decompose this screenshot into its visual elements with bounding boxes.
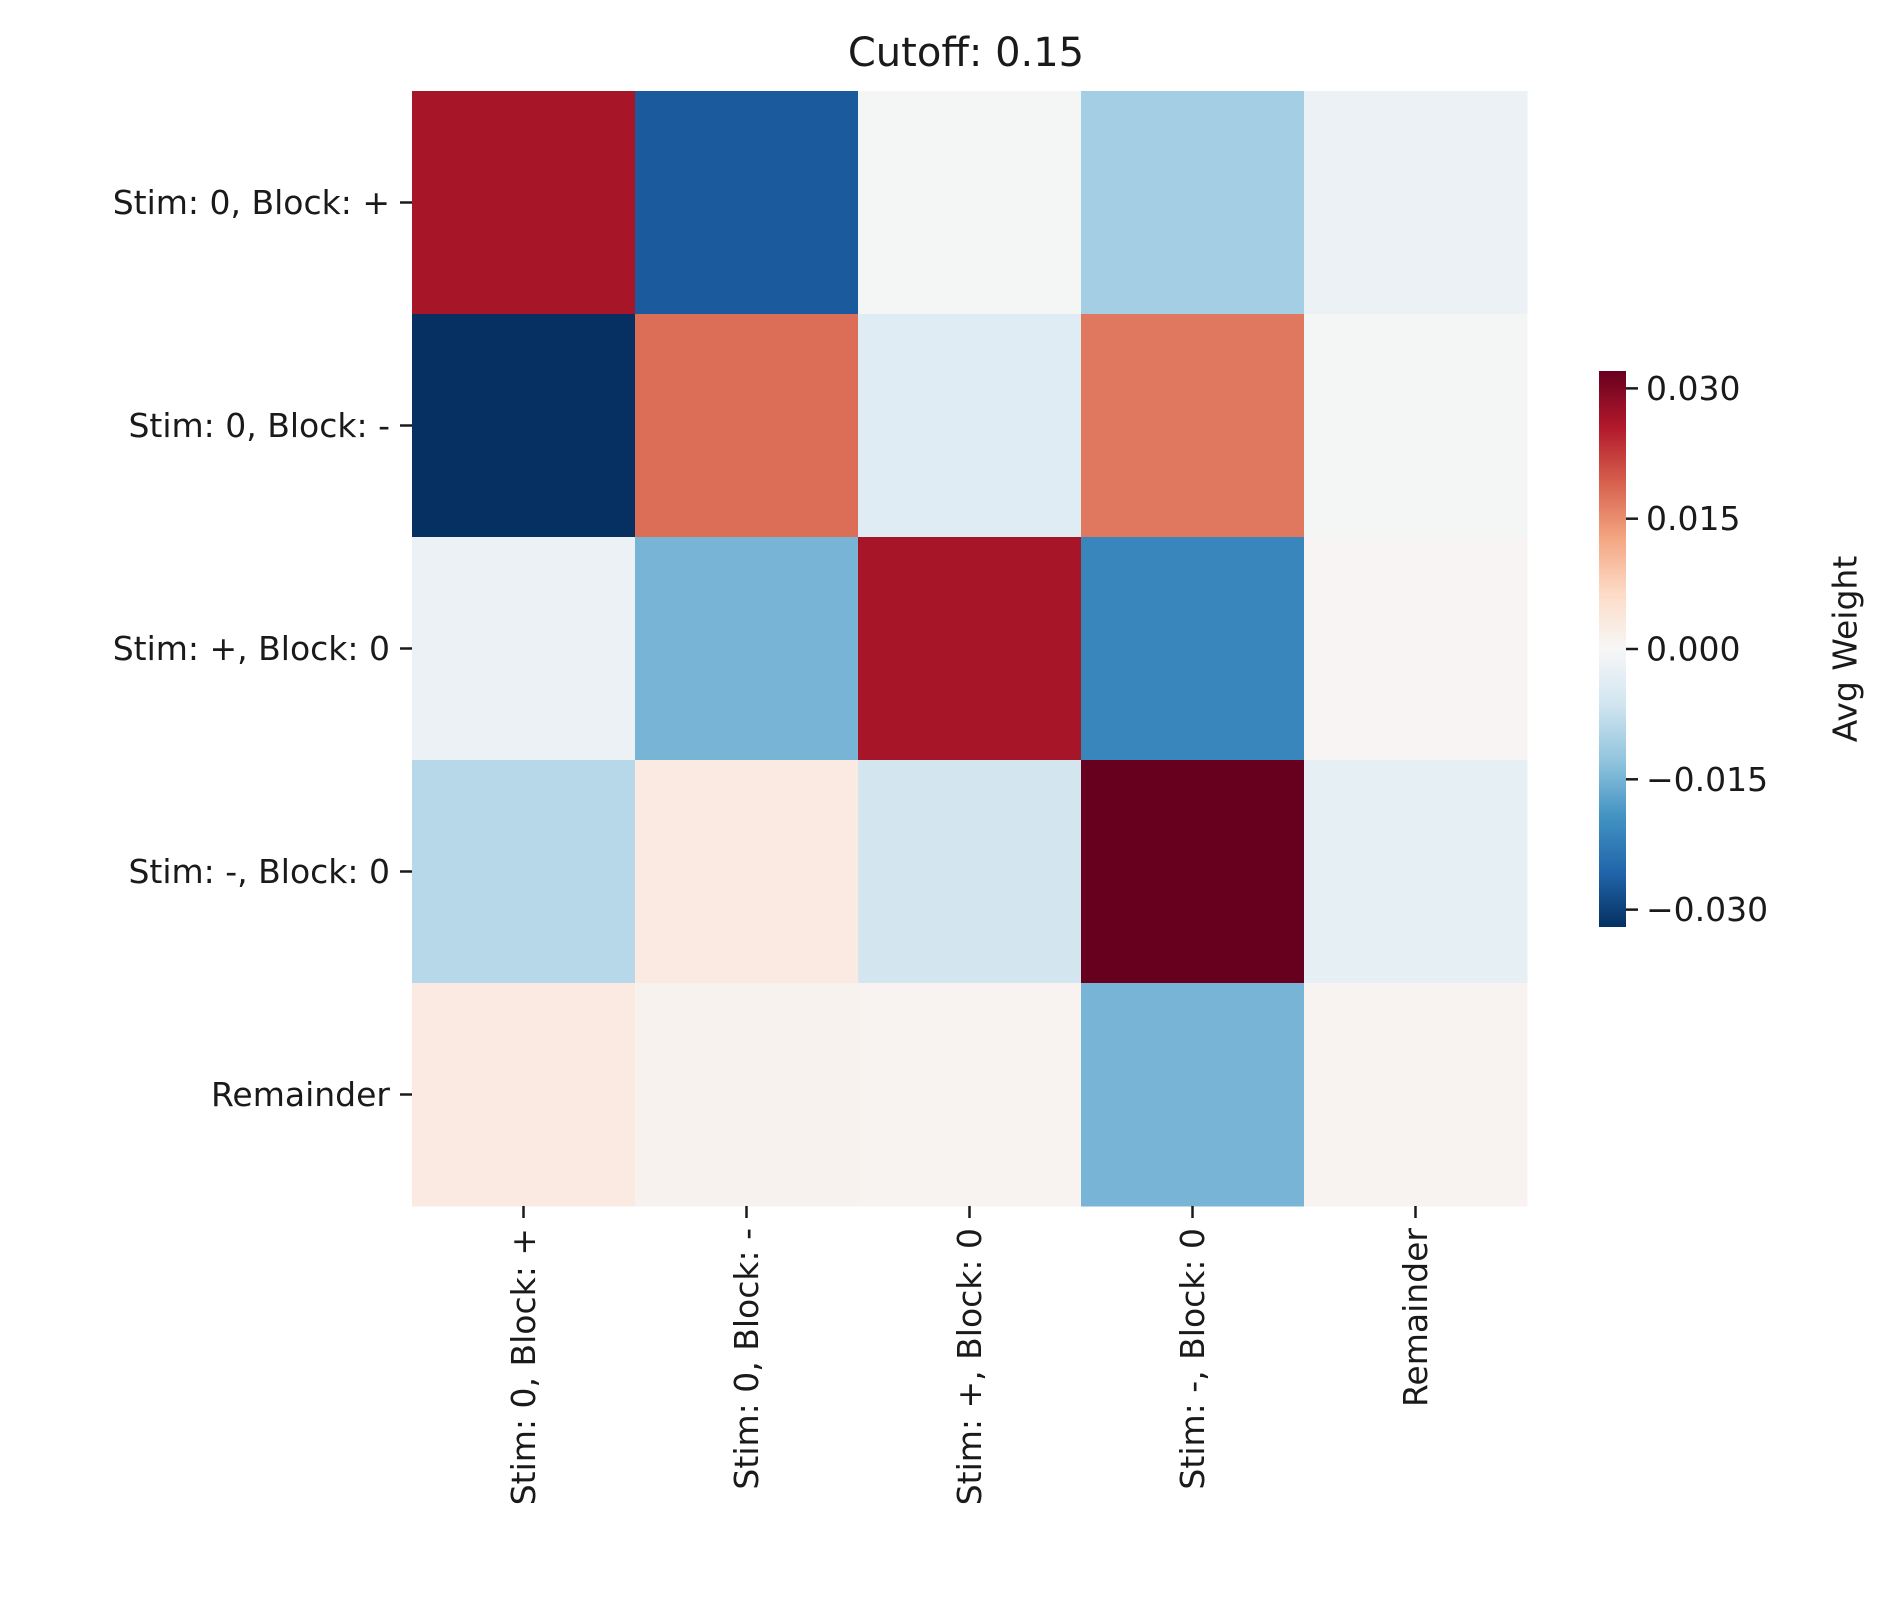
column-labels: Stim: 0, Block: + Stim: 0, Block: - Stim: … — [504, 1206, 1435, 1505]
heatmap-cell-r1-c0 — [412, 314, 636, 538]
heatmap-cell-r2-c3 — [1081, 537, 1305, 761]
colorbar: 0.030 0.015 0.000 −0.015 −0.030 Avg Weight — [1599, 369, 1865, 929]
heatmap-cell-r3-c2 — [858, 760, 1082, 984]
heatmap-cells — [412, 91, 1528, 1207]
chart-title: Cutoff: 0.15 — [848, 30, 1084, 76]
column-label: Stim: -, Block: 0 — [1173, 1228, 1212, 1490]
heatmap-cell-r0-c4 — [1304, 91, 1528, 315]
row-labels: Stim: 0, Block: + Stim: 0, Block: - Stim: … — [113, 183, 412, 1114]
heatmap-cell-r0-c1 — [635, 91, 859, 315]
heatmap-cell-r3-c3 — [1081, 760, 1305, 984]
heatmap-cell-r1-c1 — [635, 314, 859, 538]
column-label: Remainder — [1396, 1228, 1435, 1407]
heatmap-cell-r2-c4 — [1304, 537, 1528, 761]
heatmap-cell-r4-c0 — [412, 983, 636, 1207]
colorbar-tick-label: 0.015 — [1646, 499, 1740, 538]
column-label: Stim: 0, Block: + — [504, 1228, 543, 1505]
row-label: Stim: +, Block: 0 — [113, 629, 390, 668]
heatmap-cell-r3-c1 — [635, 760, 859, 984]
colorbar-tick-label: −0.030 — [1646, 890, 1768, 929]
heatmap-cell-r1-c3 — [1081, 314, 1305, 538]
row-label: Stim: -, Block: 0 — [128, 852, 390, 891]
colorbar-label: Avg Weight — [1826, 556, 1865, 743]
column-label: Stim: +, Block: 0 — [950, 1228, 989, 1505]
colorbar-tick-label: −0.015 — [1646, 760, 1768, 799]
row-label: Stim: 0, Block: + — [113, 183, 390, 222]
colorbar-gradient — [1599, 371, 1626, 927]
column-label: Stim: 0, Block: - — [727, 1228, 766, 1490]
heatmap-cell-r0-c3 — [1081, 91, 1305, 315]
heatmap-cell-r0-c0 — [412, 91, 636, 315]
heatmap-cell-r1-c2 — [858, 314, 1082, 538]
heatmap-cell-r4-c2 — [858, 983, 1082, 1207]
heatmap-cell-r2-c1 — [635, 537, 859, 761]
heatmap-cell-r4-c4 — [1304, 983, 1528, 1207]
heatmap-cell-r4-c1 — [635, 983, 859, 1207]
heatmap-cell-r3-c0 — [412, 760, 636, 984]
row-label: Stim: 0, Block: - — [128, 406, 390, 445]
heatmap-cell-r3-c4 — [1304, 760, 1528, 984]
heatmap-cell-r2-c2 — [858, 537, 1082, 761]
heatmap-cell-r4-c3 — [1081, 983, 1305, 1207]
row-label: Remainder — [211, 1075, 390, 1114]
heatmap-cell-r2-c0 — [412, 537, 636, 761]
heatmap-cell-r1-c4 — [1304, 314, 1528, 538]
colorbar-tick-label: 0.000 — [1646, 630, 1740, 669]
colorbar-tick-label: 0.030 — [1646, 369, 1740, 408]
heatmap-cell-r0-c2 — [858, 91, 1082, 315]
colorbar-ticks: 0.030 0.015 0.000 −0.015 −0.030 — [1626, 369, 1768, 929]
